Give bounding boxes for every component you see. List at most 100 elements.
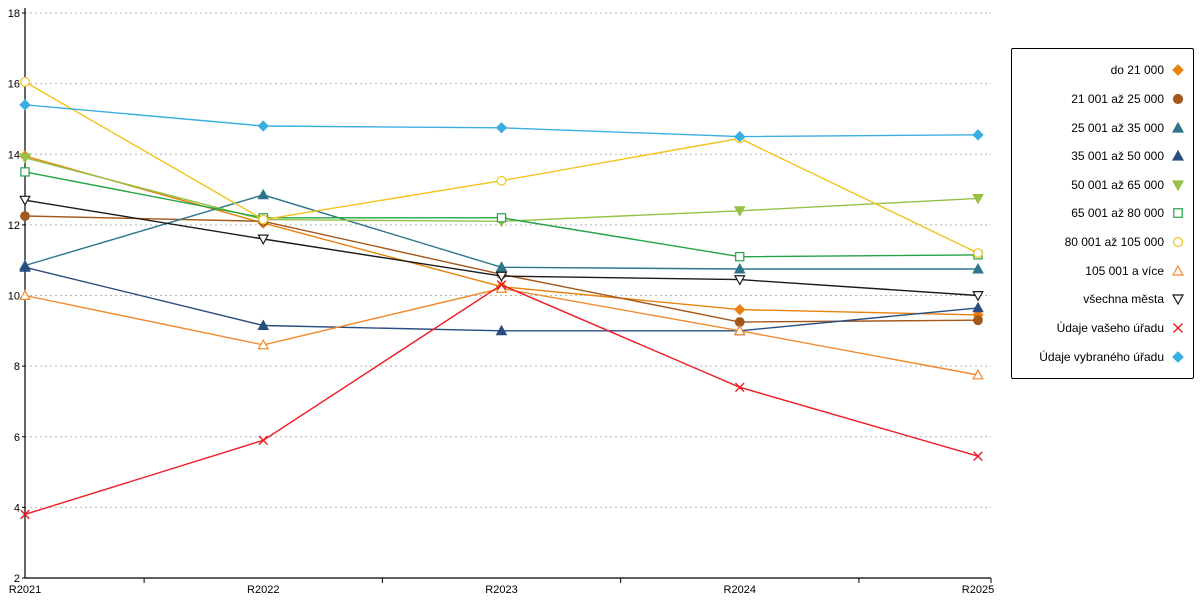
data-point-marker (496, 175, 507, 186)
data-point-marker (257, 338, 270, 350)
legend-label: do 21 000 (1110, 63, 1164, 78)
series-6 (20, 76, 983, 259)
data-point-marker (972, 301, 984, 313)
data-point-marker (496, 213, 507, 223)
data-point-marker (20, 211, 30, 221)
legend-label: 65 001 až 80 000 (1071, 206, 1164, 221)
legend-label: Údaje vybraného úřadu (1039, 349, 1164, 364)
diamond-marker-icon (1172, 350, 1184, 363)
svg-text:R2025: R2025 (962, 584, 994, 596)
data-point-marker (734, 130, 746, 143)
data-point-marker (257, 234, 270, 246)
data-point-marker (1172, 236, 1184, 248)
line-chart: 2 4 6 8 10 12 14 16 18 R2021 R2022 R2023 R2024 R2025 (8, 8, 994, 596)
legend-item: 105 001 a více (1020, 259, 1185, 283)
data-point-marker (257, 120, 269, 132)
data-point-marker (973, 248, 983, 259)
legend-label: 50 001 až 65 000 (1071, 177, 1164, 192)
data-point-marker (257, 319, 270, 330)
data-point-marker (733, 206, 746, 217)
data-point-marker (257, 188, 270, 200)
data-point-marker (733, 324, 746, 336)
svg-text:6: 6 (14, 432, 20, 444)
svg-text:8: 8 (14, 361, 20, 373)
svg-text:18: 18 (8, 8, 20, 20)
triangle-down-marker-icon (1171, 180, 1185, 192)
series-9 (20, 280, 983, 520)
data-point-marker (20, 76, 30, 87)
data-point-marker (972, 262, 984, 274)
legend-label: 80 001 až 105 000 (1064, 235, 1164, 250)
svg-text:R2023: R2023 (485, 584, 517, 596)
legend-label: 25 001 až 35 000 (1071, 120, 1164, 135)
data-point-marker (972, 193, 984, 205)
series-2 (19, 188, 984, 274)
circle-marker-icon (1172, 93, 1184, 105)
series-line (24, 81, 979, 254)
data-point-marker (495, 324, 508, 336)
data-point-marker (733, 262, 746, 274)
svg-text:12: 12 (8, 220, 20, 232)
triangle-up-marker-icon (1171, 264, 1185, 276)
series-10 (19, 99, 984, 143)
series-line (24, 284, 979, 516)
legend-label: 105 001 a více (1085, 263, 1164, 278)
data-point-marker (1173, 208, 1183, 219)
triangle-down-marker-icon (1171, 294, 1185, 306)
gridlines (25, 12, 991, 508)
circle-marker-icon (1172, 236, 1184, 248)
data-point-marker (972, 291, 984, 302)
data-point-marker (19, 99, 31, 111)
data-point-marker (1171, 149, 1185, 161)
legend-item: 25 001 až 35 000 (1020, 116, 1185, 140)
data-point-marker (734, 303, 746, 316)
data-point-marker (1171, 121, 1185, 133)
data-point-marker (20, 167, 30, 177)
legend-item: 65 001 až 80 000 (1020, 201, 1185, 225)
svg-text:R2024: R2024 (724, 584, 756, 596)
data-point-marker (258, 214, 269, 225)
data-point-marker (734, 382, 745, 393)
svg-text:14: 14 (8, 149, 20, 161)
legend-label: 21 001 až 25 000 (1071, 91, 1164, 106)
legend-item: 21 001 až 25 000 (1020, 87, 1185, 111)
legend-item: 80 001 až 105 000 (1020, 230, 1185, 254)
data-point-marker (972, 129, 984, 141)
data-point-marker (735, 251, 745, 262)
data-point-marker (495, 271, 508, 283)
legend-item: 35 001 až 50 000 (1020, 144, 1185, 168)
data-point-marker (495, 261, 508, 272)
legend-item: 50 001 až 65 000 (1020, 173, 1185, 197)
data-point-marker (1171, 264, 1185, 276)
data-point-marker (1171, 180, 1185, 192)
data-point-marker (1172, 350, 1184, 363)
data-point-marker (19, 261, 31, 272)
svg-text:4: 4 (14, 502, 20, 514)
legend-item: Údaje vybraného úřadu (1020, 345, 1185, 369)
data-point-marker (972, 368, 984, 380)
svg-text:R2022: R2022 (247, 584, 279, 596)
legend: do 21 000 21 001 až 25 000 25 001 až 35 00… (1011, 48, 1194, 379)
legend-label: Údaje vašeho úřadu (1056, 320, 1164, 335)
triangle-up-marker-icon (1171, 121, 1185, 133)
x-axis-labels: R2021 R2022 R2023 R2024 R2025 (9, 584, 994, 596)
data-point-marker (973, 315, 983, 326)
data-point-marker (19, 289, 31, 300)
data-point-marker (496, 280, 507, 290)
square-marker-icon (1173, 208, 1183, 219)
data-point-marker (20, 509, 30, 520)
legend-item: Údaje vašeho úřadu (1020, 316, 1185, 340)
svg-text:R2021: R2021 (9, 584, 41, 596)
data-point-marker (973, 451, 983, 461)
data-point-marker (19, 153, 31, 164)
series-line (24, 157, 979, 223)
legend-item: všechna města (1020, 287, 1185, 311)
series-8 (19, 195, 984, 302)
legend-label: všechna města (1083, 292, 1164, 307)
series-7 (19, 282, 984, 380)
data-point-marker (1172, 64, 1184, 77)
svg-text:10: 10 (8, 291, 20, 303)
data-point-marker (733, 275, 746, 286)
legend-item: do 21 000 (1020, 58, 1185, 82)
